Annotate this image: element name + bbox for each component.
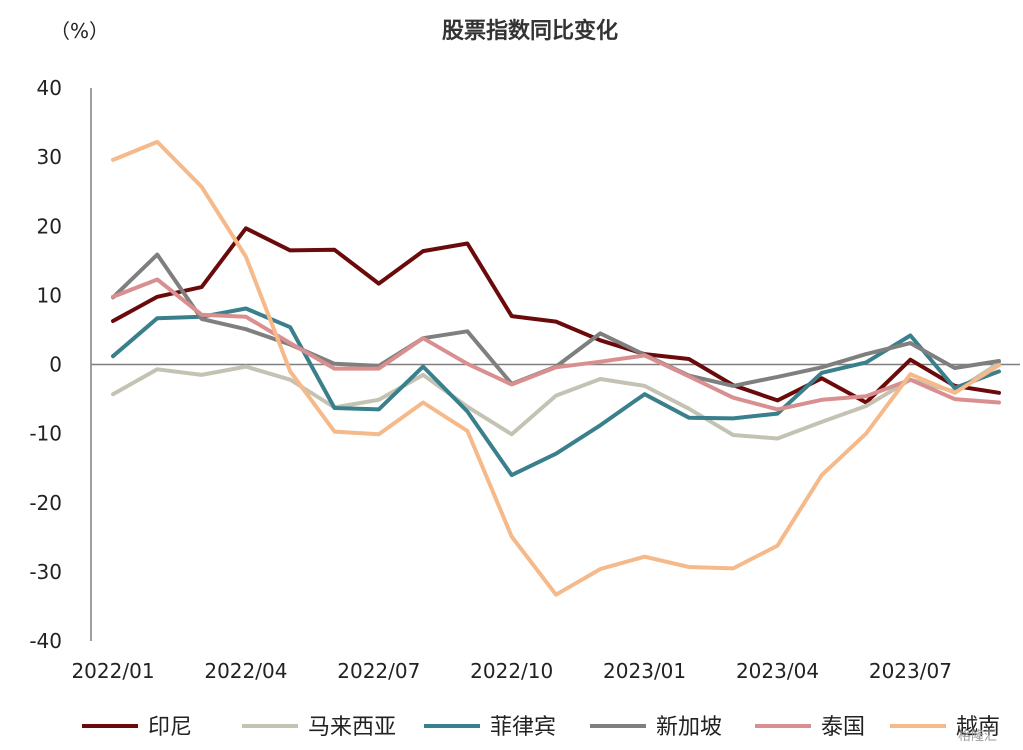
legend: 印尼 马来西亚 菲律宾 新加坡 泰国 越南 [82,715,1000,740]
y-tick-label: -30 [29,560,62,584]
x-tick-label: 2022/04 [204,659,287,683]
x-tick-label: 2022/01 [71,659,154,683]
series-line-1 [111,361,1001,441]
legend-label-2: 菲律宾 [490,715,556,740]
watermark-text: 格隆汇 [958,728,997,744]
legend-label-1: 马来西亚 [308,715,396,740]
series-lines [111,139,1001,597]
legend-label-3: 新加坡 [656,715,722,740]
y-tick-label: -10 [29,422,62,446]
y-tick-label: -40 [29,629,62,653]
y-unit-label: （%） [50,19,109,43]
x-tick-label: 2023/07 [869,659,952,683]
series-line-5 [111,139,1001,597]
chart-title: 股票指数同比变化 [442,18,618,44]
y-tick-label: 0 [49,353,62,377]
series-line-4 [111,277,1001,412]
legend-label-5: 越南 [956,715,1000,740]
x-tick-label: 2022/10 [470,659,553,683]
x-tick-labels: 2022/01 2022/04 2022/07 2022/10 2023/01 2023/… [71,659,951,683]
y-tick-label: 30 [37,145,62,169]
x-tick-label: 2023/01 [603,659,686,683]
y-tick-label: 10 [37,283,62,307]
y-tick-label: 20 [37,214,62,238]
legend-label-4: 泰国 [821,715,865,740]
x-tick-label: 2022/07 [337,659,420,683]
series-line-0 [111,226,1001,405]
y-tick-label: -20 [29,491,62,515]
y-tick-label: 40 [37,76,62,100]
series-line-2 [111,306,1001,478]
legend-label-0: 印尼 [148,715,192,740]
y-tick-labels: 40 30 20 10 0 -10 -20 -30 -40 [29,76,62,653]
x-tick-label: 2023/04 [736,659,819,683]
